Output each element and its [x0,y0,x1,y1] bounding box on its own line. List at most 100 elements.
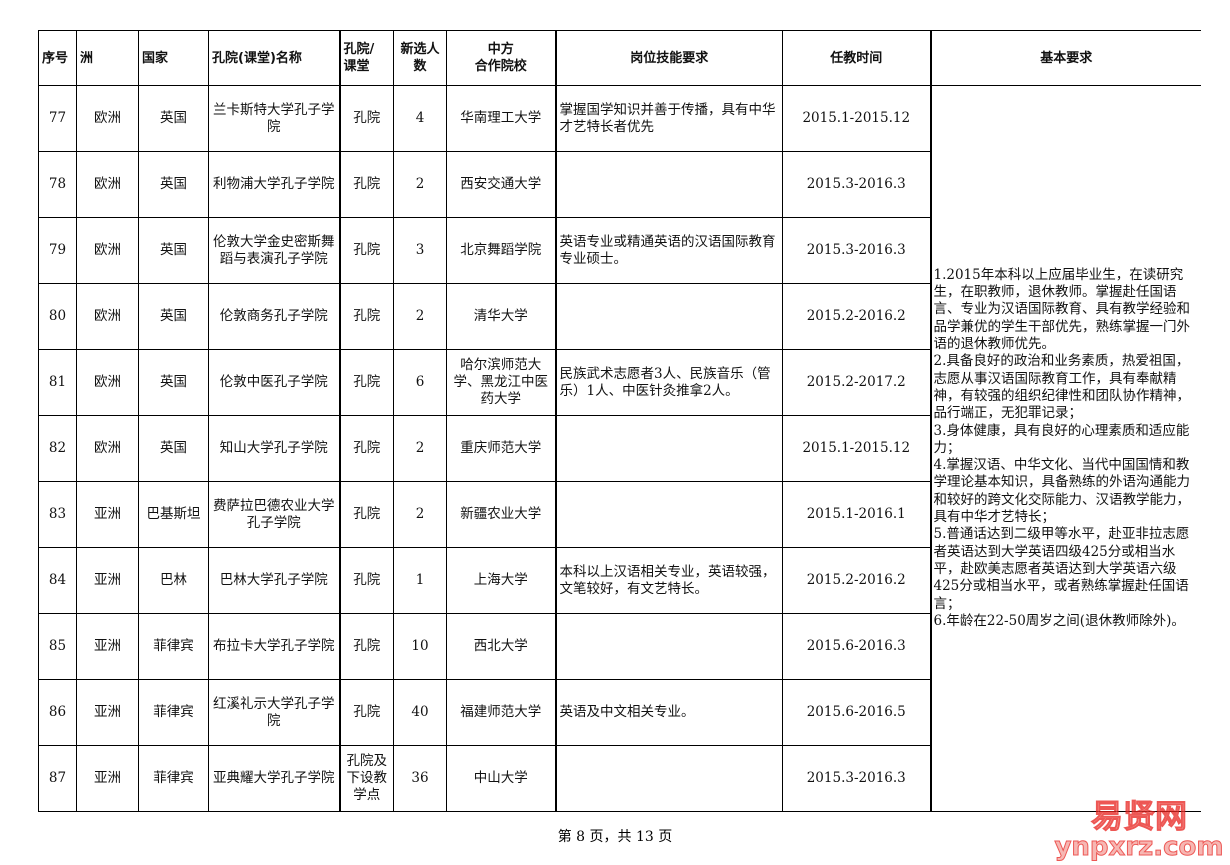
continent-cell: 欧洲 [76,151,139,218]
institute-type: 孔院 [353,374,381,390]
institute-type: 孔院 [353,176,381,192]
table-row: 81 欧洲 英国 伦敦中医孔子学院 孔院 6 哈尔滨师范大学、黑龙江中医药大学 民族武术志愿者… [38,349,1202,416]
row-number-cell: 83 [38,481,77,548]
institute-type-cell: 孔院 [338,85,394,152]
institute-name: 布拉卡大学孔子学院 [213,638,335,654]
header-count: 新选人 数 [393,30,447,86]
skill-requirements-cell: 英语专业或精通英语的汉语国际教育专业硕士。 [554,217,783,284]
institute-type-cell: 孔院 [338,481,394,548]
institute-type-cell: 孔院 [338,679,394,746]
table-row: 79 欧洲 英国 伦敦大学金史密斯舞蹈与表演孔子学院 孔院 3 北京舞蹈学院 英语专业或精通英… [38,217,1202,284]
teaching-period-cell: 2015.6-2016.3 [782,613,931,680]
new-count-cell: 6 [393,349,447,416]
continent: 欧洲 [94,176,121,192]
teaching-period: 2015.6-2016.5 [806,704,906,720]
teaching-period-cell: 2015.1-2016.1 [782,481,931,548]
teaching-period-cell: 2015.1-2015.12 [782,85,931,152]
country: 巴基斯坦 [146,506,201,522]
partner-school: 清华大学 [473,308,528,324]
new-count: 2 [415,506,425,522]
institute-name-cell: 伦敦中医孔子学院 [208,349,340,416]
svg-text:易贤网: 易贤网 [1091,797,1187,835]
partner-school-cell: 中山大学 [446,745,556,812]
country: 菲律宾 [153,704,194,720]
table-row: 77 欧洲 英国 兰卡斯特大学孔子学院 孔院 4 华南理工大学 掌握国学知识并善于传播，具有中… [38,85,1201,812]
new-count-cell: 2 [393,415,447,482]
new-count-cell: 3 [393,217,447,284]
continent: 亚洲 [94,506,121,522]
header-no: 序号 [38,30,77,86]
table-row: 87 亚洲 菲律宾 亚典耀大学孔子学院 孔院及下设教学点 36 中山大学 2015.3-201… [38,745,1202,812]
row-number-cell: 79 [38,217,77,284]
institute-type: 孔院 [353,308,381,324]
institute-name: 伦敦中医孔子学院 [219,374,328,390]
continent-cell: 欧洲 [76,217,139,284]
new-count-cell: 1 [393,547,447,614]
country: 英国 [160,374,187,390]
new-count: 3 [415,242,425,258]
country: 英国 [160,176,187,192]
teaching-period-cell: 2015.6-2016.5 [782,679,931,746]
header-row: 序号 洲 国家 孔院(课堂)名称 孔院/ 课堂 新选人 数 中方 合作院校 岗位… [38,30,1201,86]
country-cell: 英国 [138,415,209,482]
continent-cell: 欧洲 [76,85,139,152]
new-count-cell: 40 [393,679,447,746]
teaching-period: 2015.1-2015.12 [802,110,911,126]
new-count: 2 [415,308,425,324]
country: 英国 [160,308,187,324]
positions-table: 序号 洲 国家 孔院(课堂)名称 孔院/ 课堂 新选人 数 中方 合作院校 岗位… [38,30,1201,812]
institute-name-cell: 巴林大学孔子学院 [208,547,340,614]
skill-requirements-cell [554,481,783,548]
teaching-period: 2015.2-2016.2 [806,308,906,324]
country-cell: 菲律宾 [138,613,209,680]
partner-school: 西北大学 [473,638,528,654]
row-number: 84 [48,572,67,588]
new-count-cell: 10 [393,613,447,680]
header-period: 任教时间 [782,30,931,86]
institute-type-cell: 孔院 [338,349,394,416]
institute-type-cell: 孔院 [338,547,394,614]
institute-type: 孔院 [353,572,381,588]
row-number-cell: 86 [38,679,77,746]
teaching-period: 2015.1-2015.12 [802,440,911,456]
partner-school: 重庆师范大学 [460,440,542,456]
watermark-logo: 易贤网 ynpxrz.com [1054,797,1224,862]
country-cell: 英国 [138,283,209,350]
institute-name-cell: 红溪礼示大学孔子学院 [208,679,340,746]
institute-name: 兰卡斯特大学孔子学院 [213,101,335,135]
institute-name-cell: 亚典耀大学孔子学院 [208,745,340,812]
skill-requirements-cell [554,151,783,218]
skill-requirements-cell [554,745,783,812]
skill-requirements-cell: 掌握国学知识并善于传播，具有中华才艺特长者优先 [554,85,783,152]
new-count-cell: 2 [393,283,447,350]
row-number-cell: 82 [38,415,77,482]
svg-text:ynpxrz.com: ynpxrz.com [1054,832,1223,861]
row-number: 82 [48,440,67,456]
new-count: 10 [411,638,429,654]
partner-school: 华南理工大学 [460,110,542,126]
skill-requirements: 本科以上汉语相关专业，英语较强，文笔较好，有文艺特长。 [559,563,776,597]
continent: 欧洲 [94,110,121,126]
institute-name-cell: 布拉卡大学孔子学院 [208,613,340,680]
country-cell: 英国 [138,151,209,218]
new-count-cell: 4 [393,85,447,152]
teaching-period-cell: 2015.3-2016.3 [782,151,931,218]
partner-school-cell: 上海大学 [446,547,556,614]
institute-type-cell: 孔院 [338,217,394,284]
partner-school-cell: 福建师范大学 [446,679,556,746]
teaching-period: 2015.3-2016.3 [806,242,906,258]
new-count: 36 [411,770,429,786]
institute-name: 费萨拉巴德农业大学孔子学院 [213,497,335,531]
institute-name-cell: 费萨拉巴德农业大学孔子学院 [208,481,340,548]
skill-requirements: 民族武术志愿者3人、民族音乐（管乐）1人、中医针灸推拿2人。 [559,365,771,399]
row-number: 77 [48,110,67,126]
partner-school-cell: 西安交通大学 [446,151,556,218]
volunteer-table-sheet: 序号 洲 国家 孔院(课堂)名称 孔院/ 课堂 新选人 数 中方 合作院校 岗位… [38,30,1201,812]
continent: 亚洲 [94,572,121,588]
country-cell: 巴林 [138,547,209,614]
institute-name: 利物浦大学孔子学院 [213,176,335,192]
new-count-cell: 36 [393,745,447,812]
country-cell: 巴基斯坦 [138,481,209,548]
partner-school: 中山大学 [473,770,528,786]
row-number: 80 [48,308,67,324]
